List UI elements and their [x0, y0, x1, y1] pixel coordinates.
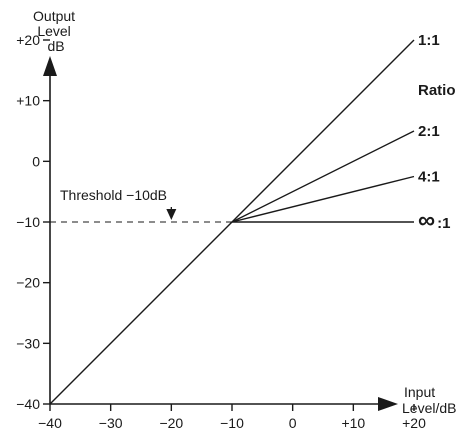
series-label: 2:1 — [418, 123, 440, 140]
x-axis-title-line-2: Level/dB — [402, 400, 456, 416]
y-axis-title-line-3: dB — [47, 38, 64, 54]
series-labels: 1:1 2:1 4:1 ∞:1 — [418, 32, 450, 234]
series-label: 4:1 — [418, 169, 440, 186]
threshold-label: Threshold −10dB — [60, 187, 167, 203]
y-axis-title-line-2: Level — [37, 23, 70, 39]
y-tick-label: +10 — [16, 93, 40, 109]
y-axis-ticks: −40 −30 −20 −10 0 +10 +20 — [16, 32, 50, 412]
series-line — [231, 130, 415, 223]
legend-title: Ratio — [418, 82, 456, 99]
x-tick-label: −20 — [159, 415, 183, 431]
y-tick-label: −40 — [16, 396, 40, 412]
series-lines — [49, 39, 415, 405]
x-axis-ticks: −40 −30 −20 −10 0 +10 +20 — [38, 404, 426, 431]
x-tick-label: −40 — [38, 415, 62, 431]
y-axis-title-line-1: Output — [33, 8, 75, 24]
series-label: ∞:1 — [418, 207, 450, 234]
y-tick-label: +20 — [16, 32, 40, 48]
threshold-annotation: Threshold −10dB — [50, 187, 232, 223]
y-tick-label: 0 — [32, 153, 40, 169]
series-label-text: :1 — [437, 215, 450, 232]
x-tick-label: −30 — [99, 415, 123, 431]
y-tick-label: −30 — [16, 335, 40, 351]
y-tick-label: −10 — [16, 214, 40, 230]
x-tick-label: −10 — [220, 415, 244, 431]
x-tick-label: +20 — [402, 415, 426, 431]
x-tick-label: +10 — [341, 415, 365, 431]
x-axis-title-line-1: Input — [404, 384, 435, 400]
threshold-arrow-head — [166, 209, 177, 220]
x-tick-label: 0 — [289, 415, 297, 431]
x-axis-arrow — [378, 397, 398, 411]
series-label: 1:1 — [418, 32, 440, 49]
y-tick-label: −20 — [16, 275, 40, 291]
series-line — [231, 175, 415, 223]
axes — [43, 56, 398, 411]
y-axis-arrow — [43, 56, 57, 76]
series-label-prefix: ∞ — [418, 207, 435, 234]
x-axis-title: Input Level/dB — [402, 384, 456, 416]
y-axis-title: Output Level dB — [33, 8, 79, 54]
